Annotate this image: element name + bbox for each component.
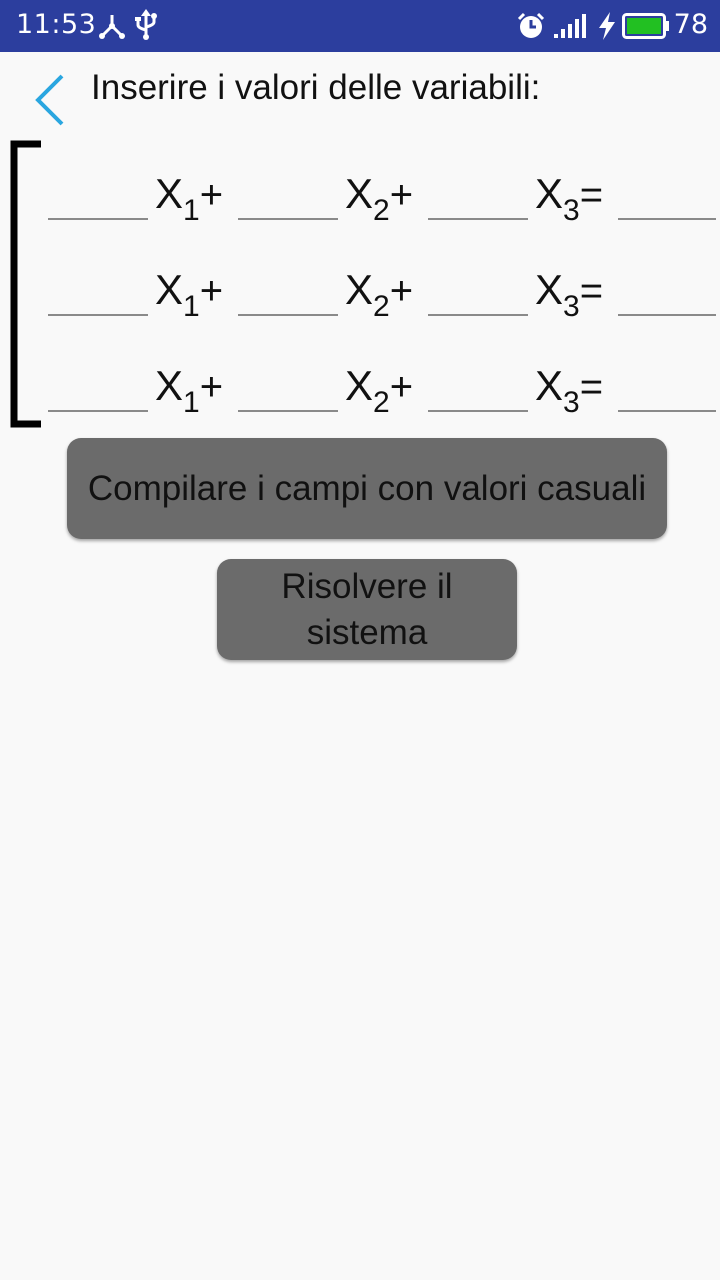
share-icon bbox=[98, 12, 126, 45]
variable-label: X1+ bbox=[155, 266, 224, 323]
signal-icon bbox=[553, 13, 589, 44]
coefficient-input-3-3[interactable] bbox=[428, 372, 528, 412]
coefficient-input-2-1[interactable] bbox=[48, 276, 148, 316]
constant-input-1[interactable] bbox=[618, 180, 716, 220]
charging-bolt-icon bbox=[597, 12, 617, 45]
status-bar: 11:53 bbox=[0, 0, 720, 52]
variable-label: X2+ bbox=[345, 266, 414, 323]
system-bracket bbox=[10, 140, 41, 428]
battery-level: 78 bbox=[673, 9, 708, 40]
coefficient-input-2-2[interactable] bbox=[238, 276, 338, 316]
equation-row-3: X1+ X2+ X3= bbox=[0, 342, 720, 438]
coefficient-input-1-1[interactable] bbox=[48, 180, 148, 220]
variable-label: X2+ bbox=[345, 170, 414, 227]
coefficient-input-2-3[interactable] bbox=[428, 276, 528, 316]
page-title: Inserire i valori delle variabili: bbox=[91, 68, 541, 107]
variable-label: X1+ bbox=[155, 170, 224, 227]
coefficient-input-1-3[interactable] bbox=[428, 180, 528, 220]
coefficient-input-1-2[interactable] bbox=[238, 180, 338, 220]
random-fill-button[interactable]: Compilare i campi con valori casuali bbox=[67, 438, 667, 539]
alarm-icon bbox=[516, 11, 546, 46]
usb-icon bbox=[134, 9, 158, 46]
chevron-left-icon bbox=[35, 74, 64, 126]
back-button[interactable] bbox=[28, 72, 72, 128]
status-time: 11:53 bbox=[16, 9, 97, 40]
coefficient-input-3-2[interactable] bbox=[238, 372, 338, 412]
variable-label: X1+ bbox=[155, 362, 224, 419]
equation-row-1: X1+ X2+ X3= bbox=[0, 150, 720, 246]
variable-label: X3= bbox=[535, 170, 604, 227]
variable-label: X3= bbox=[535, 266, 604, 323]
variable-label: X2+ bbox=[345, 362, 414, 419]
variable-label: X3= bbox=[535, 362, 604, 419]
constant-input-3[interactable] bbox=[618, 372, 716, 412]
constant-input-2[interactable] bbox=[618, 276, 716, 316]
solve-button[interactable]: Risolvere il sistema bbox=[217, 559, 517, 660]
equation-row-2: X1+ X2+ X3= bbox=[0, 246, 720, 342]
coefficient-input-3-1[interactable] bbox=[48, 372, 148, 412]
battery-icon bbox=[622, 13, 670, 44]
